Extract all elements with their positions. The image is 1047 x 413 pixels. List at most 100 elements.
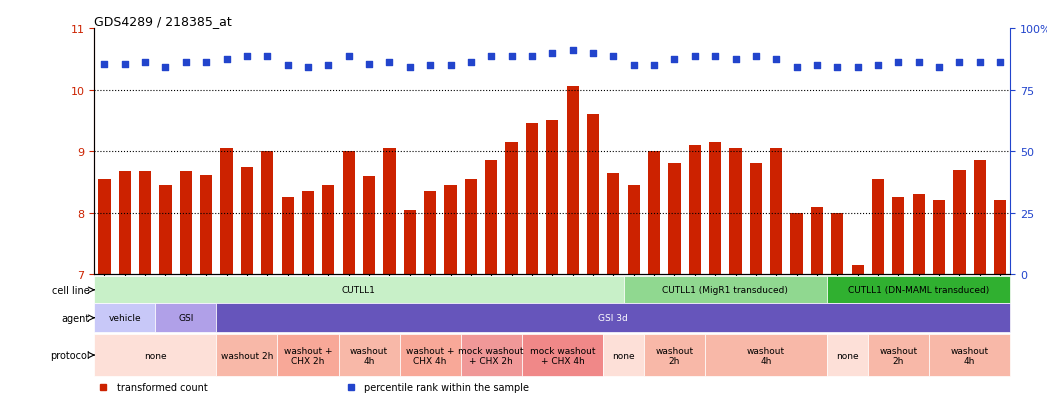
Bar	[461, 335, 521, 376]
Point	[157, 65, 174, 71]
Bar	[400, 335, 461, 376]
Point	[483, 53, 499, 60]
Text: washout +
CHX 4h: washout + CHX 4h	[406, 346, 454, 365]
Point	[463, 59, 480, 66]
Bar	[94, 335, 217, 376]
Point	[748, 53, 764, 60]
Bar	[506, 142, 517, 413]
Bar	[383, 149, 396, 413]
Point	[360, 61, 377, 68]
Bar	[363, 176, 375, 413]
Bar	[566, 87, 579, 413]
Bar	[277, 335, 338, 376]
Point	[829, 65, 846, 71]
Bar	[892, 198, 905, 413]
Bar	[644, 335, 705, 376]
Bar	[261, 152, 273, 413]
Point	[422, 62, 439, 69]
Bar	[624, 277, 827, 304]
Bar	[587, 115, 599, 413]
Text: GDS4289 / 218385_at: GDS4289 / 218385_at	[94, 15, 232, 28]
Text: CUTLL1 (DN-MAML transduced): CUTLL1 (DN-MAML transduced)	[848, 286, 989, 294]
Text: GSI 3d: GSI 3d	[599, 313, 628, 323]
Bar	[98, 179, 111, 413]
Bar	[831, 213, 844, 413]
Point	[951, 59, 967, 66]
Bar	[465, 179, 477, 413]
Bar	[241, 167, 253, 413]
Bar	[929, 335, 1010, 376]
Point	[137, 59, 154, 66]
Point	[584, 50, 601, 57]
Bar	[790, 213, 803, 413]
Point	[340, 53, 357, 60]
Point	[707, 53, 723, 60]
Bar	[954, 170, 965, 413]
Text: protocol: protocol	[50, 350, 90, 360]
Text: agent: agent	[62, 313, 90, 323]
Bar	[444, 185, 456, 413]
Text: mock washout
+ CHX 2h: mock washout + CHX 2h	[459, 346, 524, 365]
Bar	[627, 185, 640, 413]
Bar	[810, 207, 823, 413]
Point	[96, 61, 113, 68]
Point	[299, 65, 316, 71]
Bar	[342, 152, 355, 413]
Bar	[424, 192, 437, 413]
Bar	[868, 335, 929, 376]
Bar	[974, 161, 986, 413]
Bar	[526, 124, 538, 413]
Text: none: none	[837, 351, 859, 360]
Point	[198, 59, 215, 66]
Text: transformed count: transformed count	[117, 382, 208, 392]
Text: washout
4h: washout 4h	[951, 346, 988, 365]
Bar	[607, 173, 620, 413]
Point	[177, 59, 194, 66]
Point	[646, 62, 663, 69]
Bar	[648, 152, 661, 413]
Bar	[994, 201, 1006, 413]
Bar	[302, 192, 314, 413]
Point	[442, 62, 459, 69]
Bar	[322, 185, 334, 413]
Point	[259, 53, 275, 60]
Point	[320, 62, 337, 69]
Text: washout
2h: washout 2h	[655, 346, 693, 365]
Point	[972, 59, 988, 66]
Point	[870, 62, 887, 69]
Point	[890, 59, 907, 66]
Bar	[689, 146, 700, 413]
Bar	[827, 335, 868, 376]
Text: vehicle: vehicle	[109, 313, 141, 323]
Point	[544, 50, 561, 57]
Point	[239, 53, 255, 60]
Bar	[217, 304, 1010, 332]
Point	[504, 53, 520, 60]
Bar	[521, 335, 603, 376]
Bar	[200, 175, 213, 413]
Text: cell line: cell line	[52, 285, 90, 295]
Point	[218, 56, 235, 63]
Bar	[771, 149, 782, 413]
Bar	[827, 277, 1010, 304]
Bar	[221, 149, 232, 413]
Bar	[282, 198, 294, 413]
Point	[116, 61, 133, 68]
Point	[849, 65, 866, 71]
Bar	[705, 335, 827, 376]
Text: none: none	[144, 351, 166, 360]
Bar	[94, 277, 624, 304]
Text: GSI: GSI	[178, 313, 194, 323]
Text: washout 2h: washout 2h	[221, 351, 273, 360]
Bar	[933, 201, 945, 413]
Bar	[851, 266, 864, 413]
Text: mock washout
+ CHX 4h: mock washout + CHX 4h	[530, 346, 596, 365]
Point	[381, 59, 398, 66]
Bar	[547, 121, 558, 413]
Bar	[118, 171, 131, 413]
Bar	[155, 304, 217, 332]
Text: percentile rank within the sample: percentile rank within the sample	[364, 382, 530, 392]
Text: CUTLL1: CUTLL1	[342, 286, 376, 294]
Text: washout
2h: washout 2h	[879, 346, 917, 365]
Bar	[338, 335, 400, 376]
